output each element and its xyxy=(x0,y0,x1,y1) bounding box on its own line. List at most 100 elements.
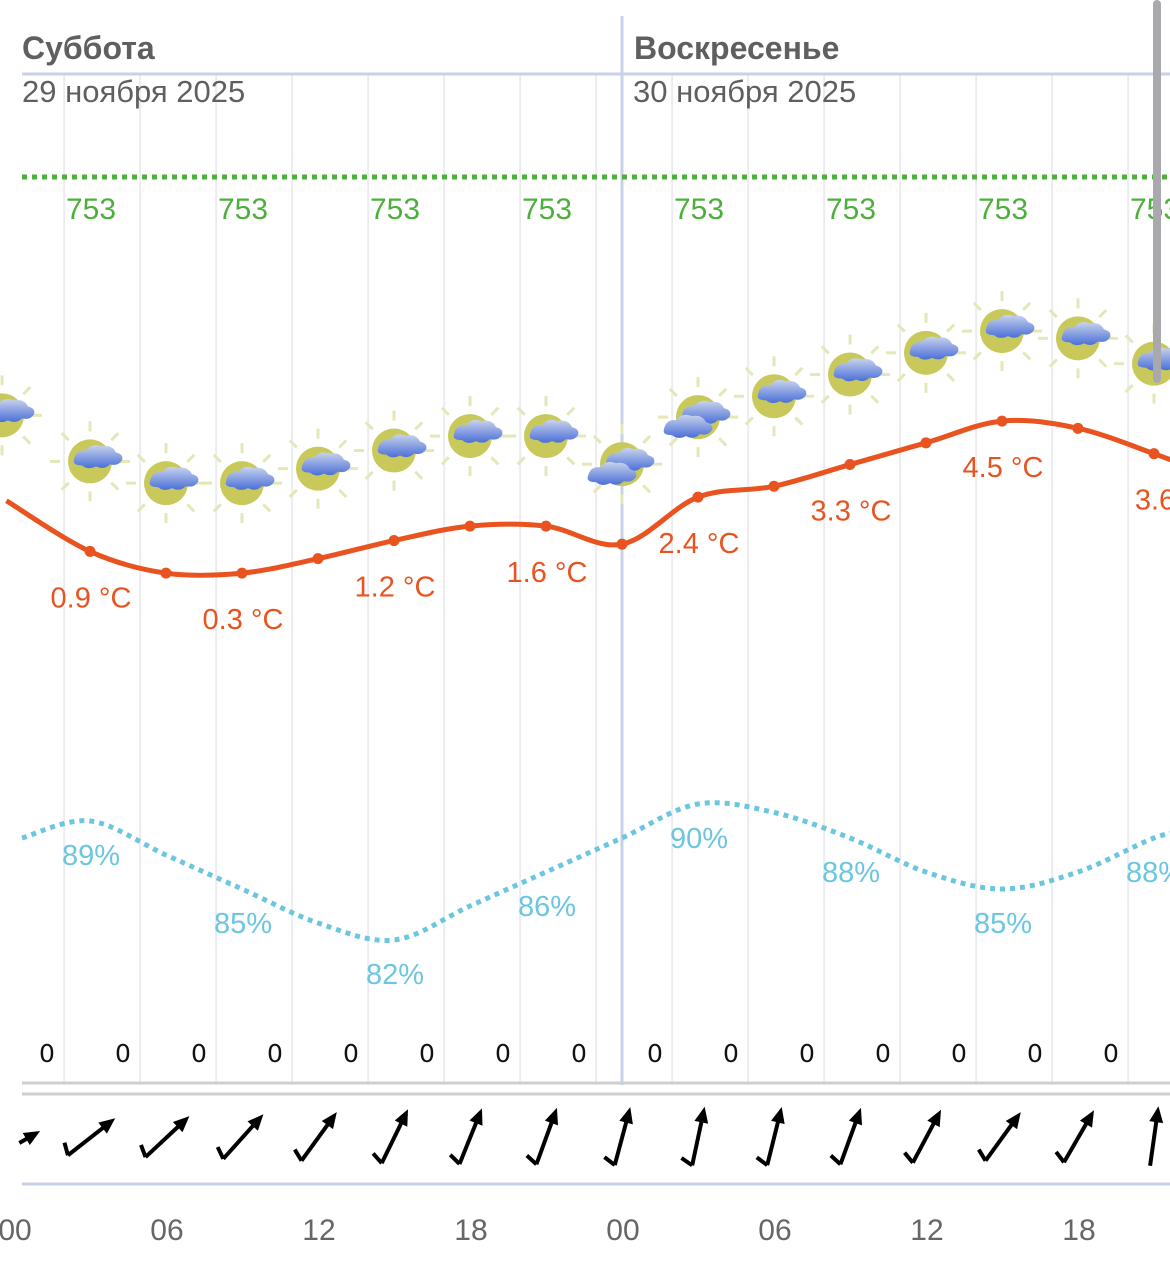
sun-ray xyxy=(566,406,576,416)
wind-arrowhead xyxy=(22,1131,41,1146)
sun-ray xyxy=(566,456,576,466)
partly-cloudy-icon xyxy=(809,334,890,415)
sun-ray xyxy=(1098,308,1108,319)
sun-ray xyxy=(896,323,906,333)
sun-ray xyxy=(870,345,880,355)
sun-ray xyxy=(136,503,146,513)
wind-barb-tick xyxy=(755,1155,769,1167)
wind-arrowhead xyxy=(98,1118,116,1134)
partly-cloudy-icon xyxy=(961,291,1042,372)
precipitation-value: 0 xyxy=(799,1039,815,1068)
sun-ray xyxy=(946,323,956,333)
sun-ray xyxy=(718,437,728,447)
sun-ray xyxy=(1124,334,1134,344)
temperature-point xyxy=(996,415,1008,427)
pressure-label: 753 xyxy=(1130,193,1170,226)
temperature-label: 2.4 °C xyxy=(659,528,740,560)
precipitation-value: 0 xyxy=(495,1039,511,1068)
wind-shaft xyxy=(1148,1115,1160,1167)
sun-ray xyxy=(592,434,602,445)
pressure-series: 753 753 753 753 753 753 753 753 xyxy=(22,174,1170,226)
day-title-saturday: Суббота xyxy=(22,30,155,66)
wind-arrowhead xyxy=(771,1106,785,1125)
wind-barb-tick xyxy=(448,1153,461,1166)
wind-barb-icon xyxy=(18,1131,41,1146)
wind-barb-tick xyxy=(139,1144,148,1158)
sun-ray xyxy=(136,453,146,463)
sun-ray xyxy=(1048,358,1058,368)
x-tick-label: 00 xyxy=(0,1214,32,1247)
sun-ray xyxy=(820,394,830,404)
cloud-shape xyxy=(1061,322,1111,346)
temperature-point xyxy=(84,545,96,557)
temperature-point xyxy=(160,567,172,579)
wind-barb-tick xyxy=(903,1151,915,1164)
wind-barb-icon xyxy=(293,1112,337,1162)
temperature-label: 1.6 °C xyxy=(507,557,588,589)
sun-ray xyxy=(288,439,298,449)
wind-arrowhead xyxy=(1079,1110,1094,1128)
sun-ray xyxy=(262,503,272,513)
sun-ray xyxy=(744,416,754,426)
wind-barb-icon xyxy=(62,1118,116,1157)
wind-barb-icon xyxy=(680,1106,709,1168)
wind-shaft xyxy=(911,1117,939,1164)
temperature-point xyxy=(616,538,628,550)
sun-ray xyxy=(1098,358,1108,368)
temperature-label: 1.2 °C xyxy=(355,572,436,604)
sun-ray xyxy=(972,351,982,361)
cloud-shape xyxy=(0,399,35,423)
wind-arrowhead xyxy=(848,1107,863,1126)
sun-ray xyxy=(1124,383,1134,394)
temperature-series: 0.9 °C 0.3 °C 1.2 °C 1.6 °C 2.4 °C 3.3 °C 4.5 … xyxy=(5,415,1170,636)
wind-arrowhead xyxy=(694,1106,709,1124)
sun-ray xyxy=(262,453,272,463)
day-date-saturday: 29 ноября 2025 xyxy=(22,74,246,109)
sun-ray xyxy=(946,372,956,383)
sun-ray xyxy=(338,439,348,449)
humidity-label: 89% xyxy=(62,840,120,872)
precipitation-value: 0 xyxy=(723,1039,739,1068)
wind-shaft xyxy=(1062,1117,1091,1164)
sun-ray xyxy=(186,453,196,463)
sun-ray xyxy=(490,456,500,466)
temperature-point xyxy=(540,520,552,532)
temperature-label: 0.3 °C xyxy=(203,604,284,636)
wind-shaft xyxy=(690,1116,705,1166)
temperature-point xyxy=(312,553,324,565)
sun-ray xyxy=(60,432,70,442)
pressure-label: 753 xyxy=(674,193,724,226)
scrollbar[interactable] xyxy=(1153,0,1161,383)
x-tick-label: 12 xyxy=(910,1214,943,1247)
sun-ray xyxy=(212,453,222,463)
wind-barb-tick xyxy=(62,1142,70,1156)
temperature-point xyxy=(768,480,780,492)
sun-ray xyxy=(972,301,982,311)
wind-barb-tick xyxy=(1054,1150,1066,1164)
partly-cloudy-icon xyxy=(1037,298,1118,379)
humidity-label: 88% xyxy=(1126,857,1170,889)
precipitation-value: 0 xyxy=(875,1039,891,1068)
pressure-label: 753 xyxy=(826,193,876,226)
wind-arrowhead xyxy=(1149,1106,1164,1124)
sun-ray xyxy=(870,394,880,404)
sun-ray xyxy=(490,406,500,416)
humidity-label: 82% xyxy=(366,959,424,991)
cloud-shape xyxy=(909,336,959,360)
precipitation-value: 0 xyxy=(39,1039,55,1068)
cloud-shape xyxy=(663,414,713,438)
wind-barb-icon xyxy=(525,1107,559,1166)
pressure-label: 753 xyxy=(218,193,268,226)
precipitation-value: 0 xyxy=(951,1039,967,1068)
sun-ray xyxy=(364,470,374,480)
sun-ray xyxy=(212,503,222,513)
sun-ray xyxy=(516,456,526,466)
wind-shaft xyxy=(379,1117,406,1165)
wind-arrowhead xyxy=(394,1109,409,1127)
partly-cloudy-icon xyxy=(1113,323,1170,404)
humidity-label: 86% xyxy=(518,891,576,923)
cloud-shape xyxy=(529,419,579,443)
x-tick-label: 18 xyxy=(454,1214,487,1247)
cloud-shape xyxy=(377,434,427,458)
wind-barb-tick xyxy=(680,1156,694,1168)
